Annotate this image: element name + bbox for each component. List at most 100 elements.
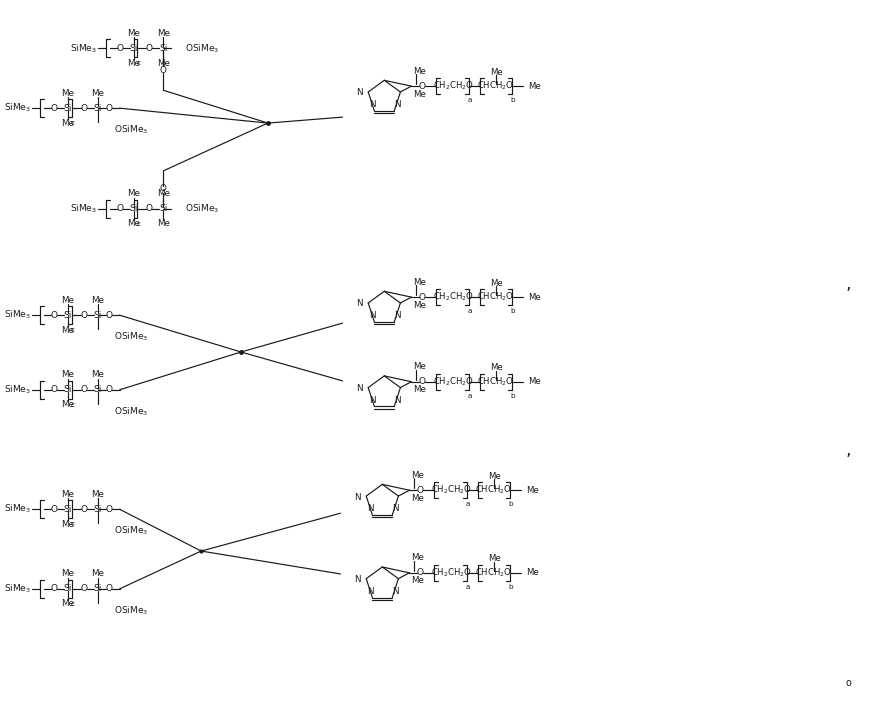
Text: N: N xyxy=(394,396,401,405)
Text: O: O xyxy=(50,104,57,112)
Text: Me: Me xyxy=(527,293,541,302)
Text: CH$_2$CH$_2$O: CH$_2$CH$_2$O xyxy=(433,291,474,303)
Text: Me: Me xyxy=(414,278,426,286)
Text: CH$_2$CH$_2$O: CH$_2$CH$_2$O xyxy=(430,484,472,496)
Text: Si: Si xyxy=(94,505,102,514)
Text: N: N xyxy=(355,384,362,393)
Text: c: c xyxy=(70,327,75,333)
Text: O: O xyxy=(105,505,112,514)
Text: Me: Me xyxy=(411,553,424,562)
Text: a: a xyxy=(466,501,470,507)
Text: O: O xyxy=(116,204,123,213)
Text: Me: Me xyxy=(62,296,74,305)
Text: O: O xyxy=(80,505,87,514)
Text: O: O xyxy=(80,104,87,112)
Text: SiMe$_3$: SiMe$_3$ xyxy=(70,42,96,55)
Text: O: O xyxy=(50,505,57,514)
Text: Me: Me xyxy=(157,190,169,198)
Text: Si: Si xyxy=(63,104,72,112)
Text: b: b xyxy=(511,392,515,399)
Text: Me: Me xyxy=(527,81,541,91)
Text: Me: Me xyxy=(526,569,539,577)
Text: CHCH$_2$O: CHCH$_2$O xyxy=(475,484,513,496)
Text: N: N xyxy=(354,493,361,501)
Text: Me: Me xyxy=(62,119,74,128)
Text: Me: Me xyxy=(488,472,501,481)
Text: SiMe$_3$: SiMe$_3$ xyxy=(3,583,31,595)
Text: N: N xyxy=(394,100,401,110)
Text: O: O xyxy=(105,385,112,395)
Text: Si: Si xyxy=(129,204,137,213)
Text: O: O xyxy=(160,184,167,193)
Text: Me: Me xyxy=(414,385,426,395)
Text: O: O xyxy=(146,204,153,213)
Text: O: O xyxy=(80,311,87,319)
Text: Si: Si xyxy=(63,311,72,319)
Text: Me: Me xyxy=(489,67,502,77)
Text: N: N xyxy=(355,88,362,98)
Text: a: a xyxy=(468,97,472,103)
Text: CH$_2$CH$_2$O: CH$_2$CH$_2$O xyxy=(433,80,474,93)
Text: CH$_2$CH$_2$O: CH$_2$CH$_2$O xyxy=(433,376,474,388)
Text: b: b xyxy=(508,501,514,507)
Text: N: N xyxy=(394,312,401,320)
Text: N: N xyxy=(369,312,375,320)
Text: N: N xyxy=(354,575,361,584)
Text: O: O xyxy=(146,44,153,53)
Text: ’: ’ xyxy=(846,453,851,470)
Text: OSiMe$_3$: OSiMe$_3$ xyxy=(114,525,148,538)
Text: O: O xyxy=(80,385,87,395)
Text: Si: Si xyxy=(94,104,102,112)
Text: OSiMe$_3$: OSiMe$_3$ xyxy=(114,406,148,418)
Text: Me: Me xyxy=(91,88,104,98)
Text: Me: Me xyxy=(127,29,140,38)
Text: Si: Si xyxy=(129,44,137,53)
Text: Me: Me xyxy=(62,519,74,529)
Text: Me: Me xyxy=(127,219,140,228)
Text: O: O xyxy=(417,486,424,495)
Text: Me: Me xyxy=(414,90,426,98)
Text: N: N xyxy=(392,587,399,596)
Text: Me: Me xyxy=(414,67,426,76)
Text: Me: Me xyxy=(62,326,74,335)
Text: SiMe$_3$: SiMe$_3$ xyxy=(3,309,31,322)
Text: Si: Si xyxy=(94,385,102,395)
Text: O: O xyxy=(116,44,123,53)
Text: O: O xyxy=(160,66,167,75)
Text: SiMe$_3$: SiMe$_3$ xyxy=(3,503,31,515)
Text: Me: Me xyxy=(62,371,74,379)
Text: Me: Me xyxy=(62,569,74,578)
Text: b: b xyxy=(511,97,515,103)
Text: SiMe$_3$: SiMe$_3$ xyxy=(3,102,31,114)
Text: OSiMe$_3$: OSiMe$_3$ xyxy=(185,202,220,215)
Text: Me: Me xyxy=(488,555,501,564)
Text: c: c xyxy=(136,60,141,67)
Text: Me: Me xyxy=(411,471,424,479)
Text: Me: Me xyxy=(526,486,539,495)
Text: CH$_2$CH$_2$O: CH$_2$CH$_2$O xyxy=(430,567,472,579)
Text: b: b xyxy=(508,584,514,590)
Text: O: O xyxy=(419,377,426,386)
Text: Si: Si xyxy=(159,204,168,213)
Text: Me: Me xyxy=(62,400,74,409)
Text: O: O xyxy=(417,569,424,577)
Text: N: N xyxy=(355,300,362,308)
Text: Me: Me xyxy=(157,59,169,68)
Text: CHCH$_2$O: CHCH$_2$O xyxy=(477,376,514,388)
Text: Si: Si xyxy=(94,311,102,319)
Text: O: O xyxy=(419,293,426,302)
Text: c: c xyxy=(70,402,75,408)
Text: Me: Me xyxy=(91,371,104,379)
Text: O: O xyxy=(105,104,112,112)
Text: Me: Me xyxy=(414,300,426,310)
Text: Me: Me xyxy=(91,296,104,305)
Text: Si: Si xyxy=(63,385,72,395)
Text: Me: Me xyxy=(414,362,426,371)
Text: N: N xyxy=(367,587,374,596)
Text: OSiMe$_3$: OSiMe$_3$ xyxy=(185,42,220,55)
Text: c: c xyxy=(70,601,75,607)
Text: b: b xyxy=(511,308,515,314)
Text: Si: Si xyxy=(63,505,72,514)
Text: O: O xyxy=(105,584,112,593)
Text: Me: Me xyxy=(527,377,541,386)
